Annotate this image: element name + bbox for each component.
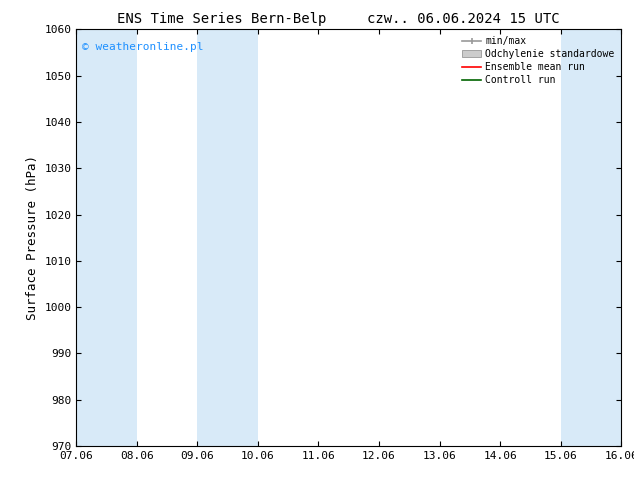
Text: © weatheronline.pl: © weatheronline.pl	[82, 42, 203, 52]
Bar	[197, 29, 258, 446]
Bar	[560, 29, 621, 446]
Y-axis label: Surface Pressure (hPa): Surface Pressure (hPa)	[25, 155, 39, 320]
Bar	[76, 29, 137, 446]
Legend: min/max, Odchylenie standardowe, Ensemble mean run, Controll run: min/max, Odchylenie standardowe, Ensembl…	[458, 32, 618, 89]
Text: ENS Time Series Bern-Belp: ENS Time Series Bern-Belp	[117, 12, 327, 26]
Text: czw.. 06.06.2024 15 UTC: czw.. 06.06.2024 15 UTC	[366, 12, 559, 26]
